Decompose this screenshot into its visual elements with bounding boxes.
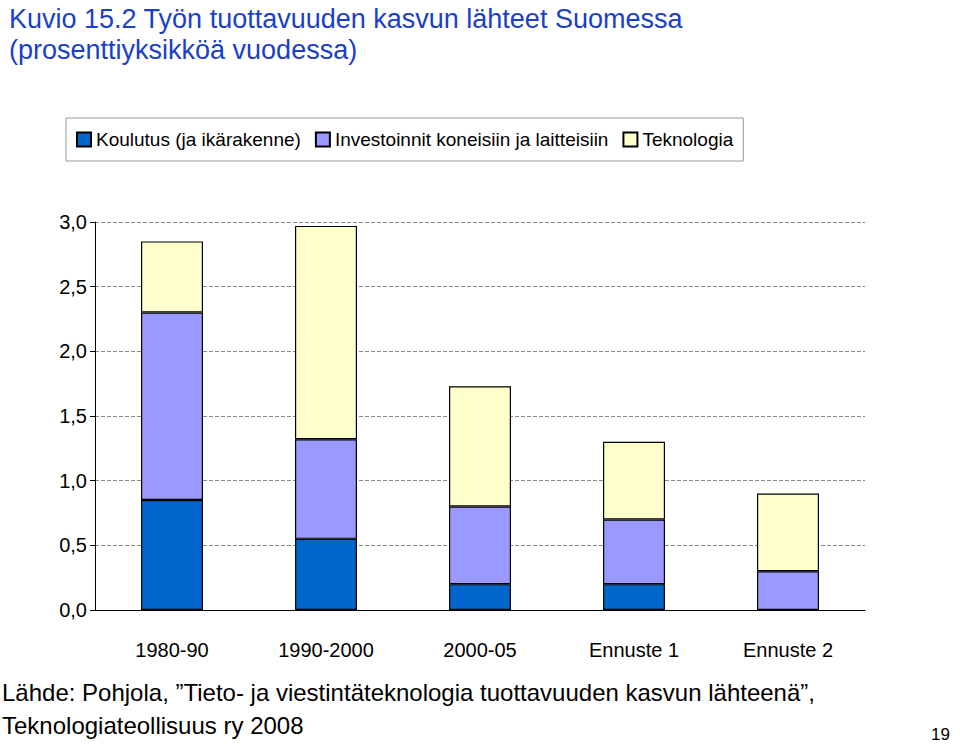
- svg-text:2000-05: 2000-05: [443, 639, 516, 661]
- svg-text:0,5: 0,5: [59, 534, 87, 556]
- svg-text:0,0: 0,0: [59, 599, 87, 621]
- svg-text:2,5: 2,5: [59, 276, 87, 298]
- svg-text:Teknologia: Teknologia: [642, 129, 733, 150]
- svg-text:Kuvio 15.2 Työn tuottavuuden k: Kuvio 15.2 Työn tuottavuuden kasvun läht…: [9, 4, 683, 34]
- svg-text:1,5: 1,5: [59, 405, 87, 427]
- svg-text:Koulutus (ja ikärakenne): Koulutus (ja ikärakenne): [96, 129, 301, 150]
- svg-text:2,0: 2,0: [59, 340, 87, 362]
- svg-text:(prosenttiyksikköä vuodessa): (prosenttiyksikköä vuodessa): [9, 35, 357, 65]
- svg-text:1,0: 1,0: [59, 470, 87, 492]
- svg-text:1980-90: 1980-90: [135, 639, 208, 661]
- svg-text:Investoinnit koneisiin ja lait: Investoinnit koneisiin ja laitteisiin: [335, 129, 609, 150]
- svg-text:Ennuste 1: Ennuste 1: [589, 639, 679, 661]
- svg-text:Ennuste 2: Ennuste 2: [743, 639, 833, 661]
- svg-text:3,0: 3,0: [59, 211, 87, 233]
- html-text:Lähde: Pohjola, ”Tieto- ja vie: Lähde: Pohjola, ”Tieto- ja viestintätekn…: [2, 679, 815, 739]
- svg-text:1990-2000: 1990-2000: [278, 639, 374, 661]
- html-text:19: 19: [931, 725, 950, 744]
